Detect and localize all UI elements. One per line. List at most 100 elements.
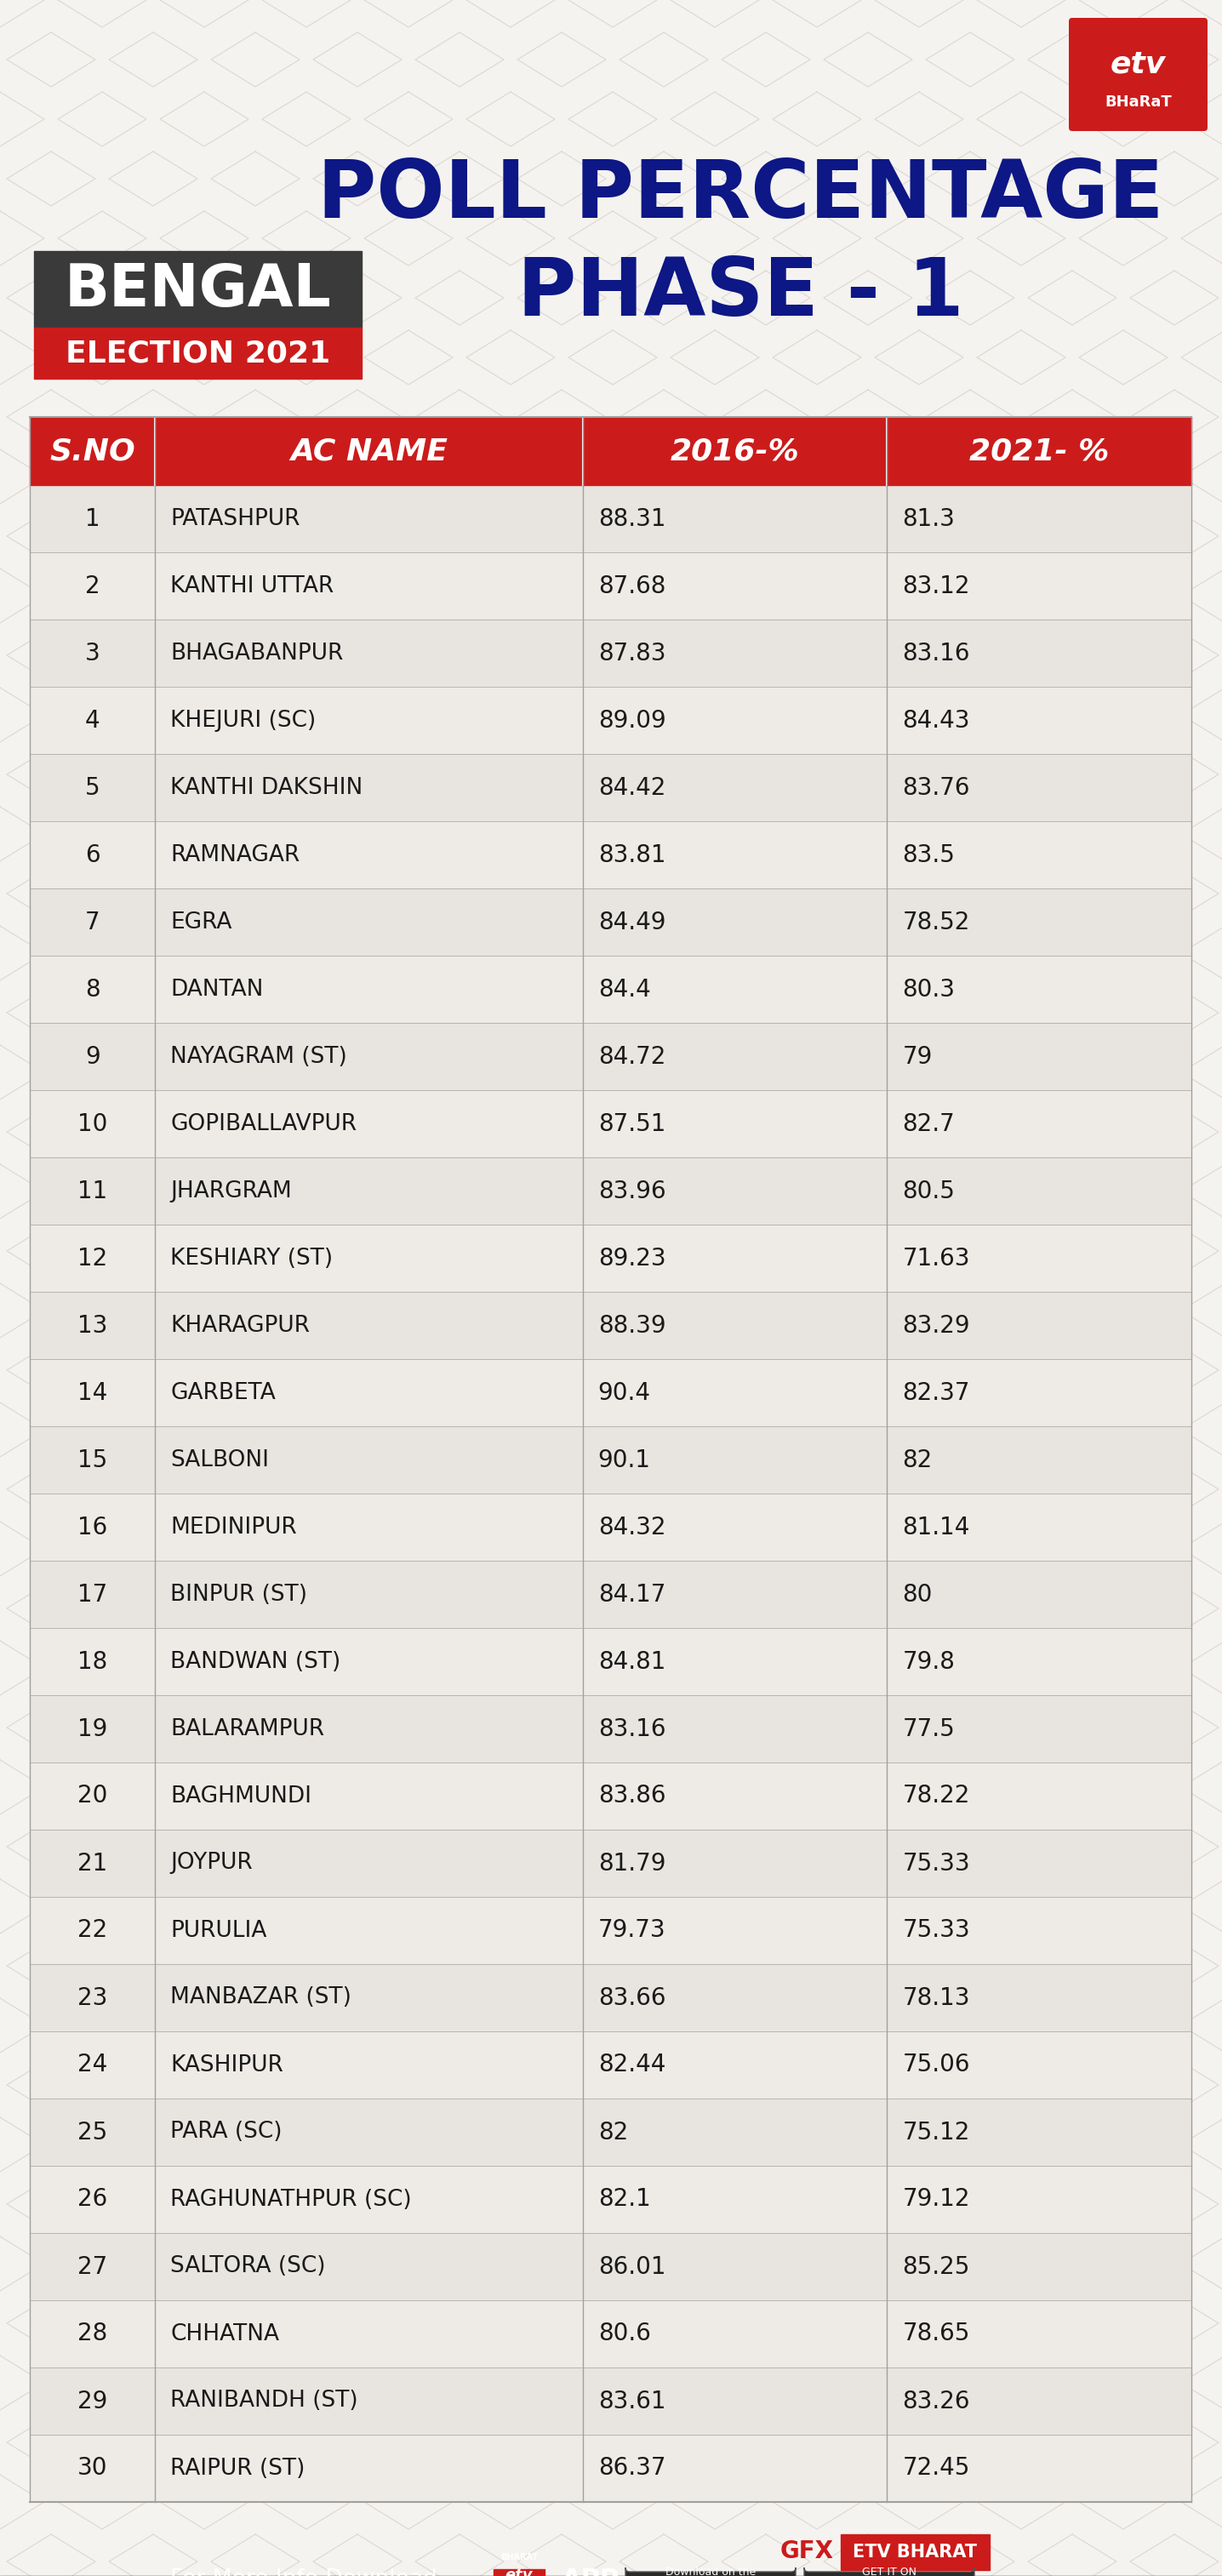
Bar (29, 2032, 1191, 2099)
Text: 83.26: 83.26 (902, 2388, 970, 2414)
Text: KANTHI DAKSHIN: KANTHI DAKSHIN (171, 775, 363, 799)
Text: ETV BHARAT: ETV BHARAT (853, 2543, 978, 2561)
Text: 80.6: 80.6 (598, 2321, 650, 2347)
Text: 84.72: 84.72 (598, 1046, 666, 1069)
Text: 84.81: 84.81 (598, 1649, 666, 1674)
Text: etv: etv (1111, 49, 1166, 77)
Text: ELECTION 2021: ELECTION 2021 (66, 337, 330, 368)
Text: 80.3: 80.3 (902, 976, 956, 1002)
Text: 23: 23 (77, 1986, 108, 2009)
Text: 89.09: 89.09 (598, 708, 666, 732)
Text: DANTAN: DANTAN (171, 979, 264, 999)
Text: 18: 18 (77, 1649, 108, 1674)
Text: 83.66: 83.66 (598, 1986, 666, 2009)
Bar (29, 1494, 1191, 1561)
Text: 83.16: 83.16 (598, 1718, 666, 1741)
Bar (34, 327, 362, 379)
Bar (34, 250, 362, 327)
Text: 7: 7 (86, 909, 100, 935)
Text: BHaRaT: BHaRaT (1105, 95, 1172, 111)
Text: RANIBANDH (ST): RANIBANDH (ST) (171, 2391, 358, 2411)
Text: 30: 30 (77, 2458, 108, 2481)
Text: 22: 22 (77, 1919, 108, 1942)
Bar (29, 2166, 1191, 2233)
Text: 78.22: 78.22 (902, 1785, 970, 1808)
Text: PATASHPUR: PATASHPUR (171, 507, 301, 531)
Text: PURULIA: PURULIA (171, 1919, 268, 1942)
Bar (29, 1963, 1191, 2032)
Text: 86.37: 86.37 (598, 2458, 666, 2481)
Text: 87.83: 87.83 (598, 641, 666, 665)
Text: 14: 14 (77, 1381, 108, 1404)
Text: 6: 6 (86, 842, 100, 866)
Text: 83.5: 83.5 (902, 842, 956, 866)
Bar (29, 551, 1191, 621)
Bar (29, 484, 1191, 551)
Text: 75.33: 75.33 (902, 1852, 970, 1875)
Text: 77.5: 77.5 (902, 1718, 954, 1741)
Bar (29, 889, 1191, 956)
Text: 83.86: 83.86 (598, 1785, 666, 1808)
Text: 82: 82 (598, 2120, 628, 2143)
FancyBboxPatch shape (1069, 18, 1207, 131)
Text: 17: 17 (77, 1582, 108, 1607)
Text: 88.39: 88.39 (598, 1314, 666, 1337)
Text: 81.79: 81.79 (598, 1852, 666, 1875)
Bar (494, 2568, 545, 2576)
Text: GFX: GFX (781, 2540, 833, 2563)
Text: KHARAGPUR: KHARAGPUR (171, 1314, 310, 1337)
Text: BHAGABANPUR: BHAGABANPUR (171, 641, 343, 665)
Text: BHARAT: BHARAT (500, 2553, 538, 2561)
Bar (29, 1695, 1191, 1762)
FancyBboxPatch shape (804, 2568, 974, 2576)
Text: 84.32: 84.32 (598, 1515, 666, 1538)
Text: 82.1: 82.1 (598, 2187, 650, 2210)
Text: 86.01: 86.01 (598, 2254, 666, 2280)
Text: 84.42: 84.42 (598, 775, 666, 799)
Text: BANDWAN (ST): BANDWAN (ST) (171, 1651, 341, 1672)
Text: RAGHUNATHPUR (SC): RAGHUNATHPUR (SC) (171, 2190, 412, 2210)
Text: 87.68: 87.68 (598, 574, 666, 598)
FancyBboxPatch shape (626, 2568, 796, 2576)
Bar (29, 2300, 1191, 2367)
Text: 27: 27 (77, 2254, 108, 2280)
Text: 84.43: 84.43 (902, 708, 970, 732)
Text: PARA (SC): PARA (SC) (171, 2120, 282, 2143)
Text: 80: 80 (902, 1582, 932, 1607)
Text: KHEJURI (SC): KHEJURI (SC) (171, 708, 316, 732)
Bar (29, 2233, 1191, 2300)
Text: 78.52: 78.52 (902, 909, 970, 935)
Text: 9: 9 (86, 1046, 100, 1069)
Text: 5: 5 (86, 775, 100, 799)
Text: 75.33: 75.33 (902, 1919, 970, 1942)
Text: 81.14: 81.14 (902, 1515, 970, 1538)
Text: 83.61: 83.61 (598, 2388, 666, 2414)
Text: JOYPUR: JOYPUR (171, 1852, 253, 1875)
Bar (29, 1427, 1191, 1494)
Text: GET IT ON: GET IT ON (862, 2568, 916, 2576)
Text: 13: 13 (77, 1314, 108, 1337)
Text: 3: 3 (86, 641, 100, 665)
Text: 26: 26 (77, 2187, 108, 2210)
Bar (583, 417, 887, 484)
Text: Download on the: Download on the (665, 2568, 755, 2576)
Text: APP: APP (562, 2568, 620, 2576)
Text: CHHATNA: CHHATNA (171, 2324, 280, 2344)
Bar (29, 417, 155, 484)
Bar (29, 1896, 1191, 1963)
Text: 79.73: 79.73 (598, 1919, 666, 1942)
Text: 84.4: 84.4 (598, 976, 650, 1002)
Text: 81.3: 81.3 (902, 507, 956, 531)
Bar (29, 822, 1191, 889)
Bar (29, 956, 1191, 1023)
Text: 10: 10 (77, 1113, 108, 1136)
Text: For More Info Download: For More Info Download (170, 2568, 437, 2576)
Text: 79: 79 (902, 1046, 932, 1069)
Text: KESHIARY (ST): KESHIARY (ST) (171, 1247, 334, 1270)
Text: 19: 19 (77, 1718, 108, 1741)
Text: BINPUR (ST): BINPUR (ST) (171, 1584, 308, 1605)
Text: 84.49: 84.49 (598, 909, 666, 935)
Bar (29, 1628, 1191, 1695)
Text: 79.8: 79.8 (902, 1649, 956, 1674)
Text: 11: 11 (77, 1180, 108, 1203)
